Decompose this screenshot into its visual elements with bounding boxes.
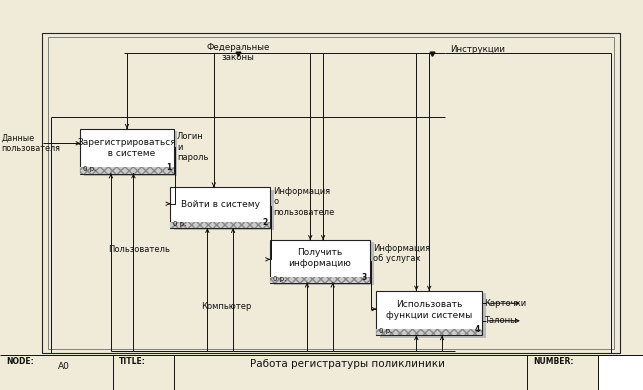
Bar: [170, 222, 270, 228]
Text: Войти в систему: Войти в систему: [181, 200, 260, 209]
Text: 0 р.: 0 р.: [273, 276, 286, 282]
Text: Получить
информацию: Получить информацию: [289, 248, 351, 268]
Bar: [380, 293, 486, 338]
Text: Пользователь: Пользователь: [108, 245, 170, 254]
Text: TITLE:: TITLE:: [119, 357, 146, 366]
Bar: [376, 329, 482, 335]
Bar: [598, 355, 643, 390]
Bar: [270, 277, 370, 283]
Text: Талоны: Талоны: [484, 316, 517, 325]
Text: 2: 2: [262, 218, 267, 227]
Text: 0 р.: 0 р.: [173, 221, 186, 227]
Text: Работа регистратуры поликлиники: Работа регистратуры поликлиники: [249, 359, 445, 369]
Bar: [270, 240, 370, 283]
Text: A0: A0: [58, 362, 69, 371]
Text: Федеральные
законы: Федеральные законы: [206, 43, 269, 62]
Bar: [174, 190, 274, 230]
Text: Инструкции: Инструкции: [450, 45, 505, 54]
Text: NODE:: NODE:: [6, 357, 34, 366]
Text: Компьютер: Компьютер: [201, 301, 252, 311]
Bar: [274, 242, 374, 285]
Text: Зарегистрироваться
   в системе: Зарегистрироваться в системе: [78, 138, 176, 158]
Text: Логин
и
пароль: Логин и пароль: [177, 132, 208, 162]
Bar: [84, 131, 177, 176]
Bar: [170, 187, 270, 228]
Text: Карточки: Карточки: [484, 299, 527, 308]
Text: 1: 1: [166, 163, 171, 172]
Bar: [80, 167, 174, 174]
Text: NUMBER:: NUMBER:: [534, 357, 574, 366]
Text: 4: 4: [475, 325, 480, 334]
Text: 0 р.: 0 р.: [379, 328, 392, 334]
Bar: [376, 291, 482, 335]
Text: 0 р.: 0 р.: [83, 167, 96, 172]
Text: 3: 3: [362, 273, 367, 282]
Text: Данные
пользователя: Данные пользователя: [1, 134, 60, 153]
Text: Использовать
функции системы: Использовать функции системы: [386, 300, 473, 319]
Text: Информация
о
пользователе: Информация о пользователе: [273, 187, 334, 217]
Bar: [42, 33, 620, 353]
Text: Информация
об услугах: Информация об услугах: [373, 244, 430, 263]
Bar: [48, 37, 614, 349]
Bar: [80, 129, 174, 174]
